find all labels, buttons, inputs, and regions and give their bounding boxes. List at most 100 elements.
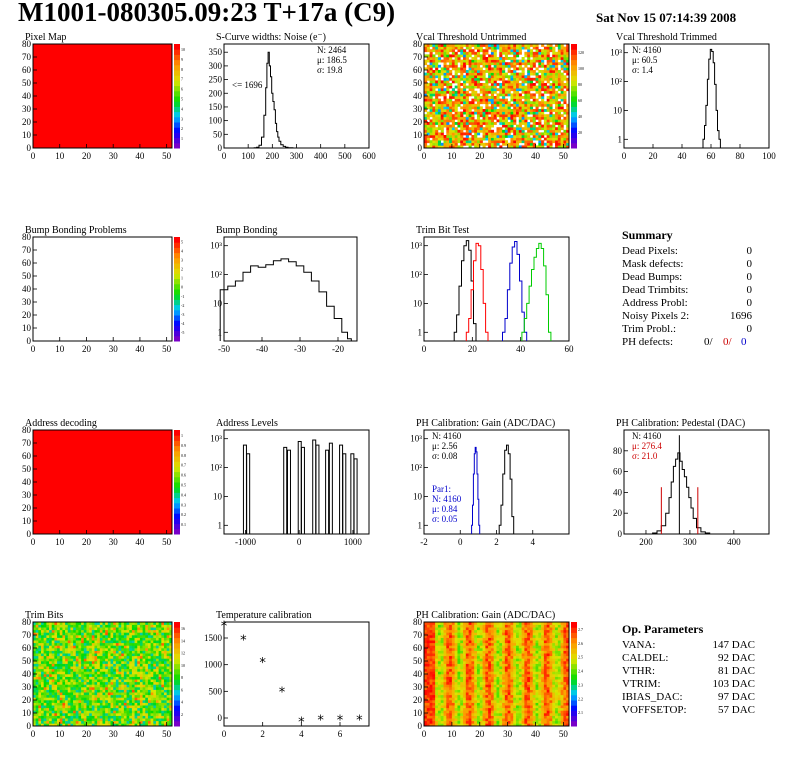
color-scale-step — [571, 122, 577, 128]
heatmap-cell — [78, 629, 82, 633]
heatmap-cell — [51, 655, 55, 659]
heatmap-cell — [440, 142, 444, 146]
heatmap-cell — [139, 632, 143, 636]
heatmap-cell — [437, 57, 442, 60]
heatmap-cell — [518, 62, 522, 66]
heatmap-cell — [110, 640, 114, 644]
heatmap-cell — [535, 49, 539, 53]
heatmap-cell — [83, 663, 87, 667]
heatmap-cell — [493, 90, 497, 94]
heatmap-cell — [446, 674, 450, 677]
heatmap-cell — [38, 723, 42, 727]
heatmap-cell — [67, 692, 71, 696]
heatmap-cell — [147, 681, 151, 685]
heatmap-cell — [59, 650, 63, 654]
heatmap-cell — [432, 707, 436, 711]
color-scale-label: 8 — [181, 675, 183, 680]
x-tick-label: 100 — [241, 151, 255, 161]
y-tick-label: 0 — [218, 713, 223, 723]
heatmap-cell — [474, 75, 478, 79]
heatmap-cell — [482, 51, 486, 55]
heatmap-cell — [81, 715, 85, 719]
heatmap-cell — [507, 101, 511, 105]
heatmap-cell — [137, 622, 141, 625]
heatmap-cell — [121, 637, 125, 641]
heatmap-cell — [502, 114, 506, 118]
heatmap-cell — [131, 624, 135, 628]
heatmap-cell — [552, 122, 556, 125]
heatmap-cell — [443, 119, 447, 123]
heatmap-cell — [566, 122, 570, 125]
color-scale-step — [174, 502, 180, 509]
heatmap-cell — [54, 687, 58, 690]
heatmap-cell — [532, 54, 536, 58]
heatmap-cell — [83, 655, 87, 659]
heatmap-cell — [123, 705, 127, 709]
heatmap-cell — [38, 720, 42, 724]
heatmap-cell — [150, 705, 154, 709]
heatmap-cell — [38, 676, 42, 680]
heatmap-cell — [161, 671, 165, 675]
heatmap-cell — [139, 666, 143, 670]
heatmap-cell — [454, 645, 458, 649]
color-scale-step — [174, 132, 180, 139]
heatmap-cell — [107, 689, 111, 693]
heatmap-cell — [137, 687, 141, 690]
heatmap-cell — [529, 116, 534, 120]
heatmap-cell — [161, 689, 165, 693]
heatmap-cell — [454, 681, 458, 685]
heatmap-cell — [563, 116, 567, 120]
heatmap-cell — [43, 671, 47, 675]
heatmap-cell — [107, 700, 111, 703]
heatmap-cell — [62, 689, 66, 693]
heatmap-cell — [97, 718, 101, 722]
heatmap-cell — [499, 77, 503, 81]
color-scale-step — [571, 64, 577, 71]
heatmap-cell — [510, 85, 514, 89]
heatmap-cell — [532, 70, 536, 73]
heatmap-cell — [81, 655, 85, 659]
heatmap-cell — [479, 124, 483, 128]
chart-ph-gain: PH Calibration: Gain (ADC/DAC)-2 0 2 411010… — [410, 418, 570, 547]
heatmap-cell — [73, 720, 77, 724]
heatmap-cell — [524, 111, 528, 115]
heatmap-cell — [476, 67, 481, 71]
heatmap-cell — [457, 655, 461, 659]
heatmap-cell — [485, 101, 489, 105]
heatmap-cell — [566, 103, 570, 107]
heatmap-cell — [471, 137, 475, 141]
heatmap-cell — [75, 635, 79, 638]
heatmap-cell — [479, 122, 483, 125]
heatmap-cell — [153, 674, 157, 677]
x-tick-label: 40 — [678, 151, 688, 161]
heatmap-cell — [51, 627, 55, 631]
heatmap-cell — [118, 622, 122, 625]
color-scale-step — [174, 247, 180, 254]
heatmap-cell — [549, 101, 553, 105]
heatmap-cell — [33, 661, 36, 664]
heatmap-cell — [161, 713, 165, 716]
heatmap-cell — [139, 702, 143, 706]
heatmap-cell — [67, 635, 71, 638]
heatmap-cell — [432, 44, 436, 47]
heatmap-cell — [454, 687, 458, 690]
heatmap-cell — [110, 720, 114, 724]
heatmap-cell — [532, 62, 536, 66]
heatmap-cell — [137, 666, 141, 670]
heatmap-cell — [46, 653, 50, 657]
heatmap-cell — [532, 142, 536, 146]
heatmap-cell — [465, 135, 469, 138]
heatmap-cell — [81, 671, 85, 675]
heatmap-cell — [435, 70, 439, 73]
heatmap-cell — [521, 90, 525, 94]
heatmap-cell — [513, 98, 517, 102]
heatmap-cell — [504, 85, 508, 89]
heatmap-cell — [451, 653, 455, 657]
scatter-point: * — [279, 685, 286, 700]
heatmap-cell — [73, 710, 77, 714]
heatmap-cell — [115, 661, 119, 664]
heatmap-cell — [78, 655, 82, 659]
heatmap-cell — [65, 648, 69, 651]
heatmap-cell — [89, 653, 93, 657]
heatmap-cell — [479, 106, 483, 110]
